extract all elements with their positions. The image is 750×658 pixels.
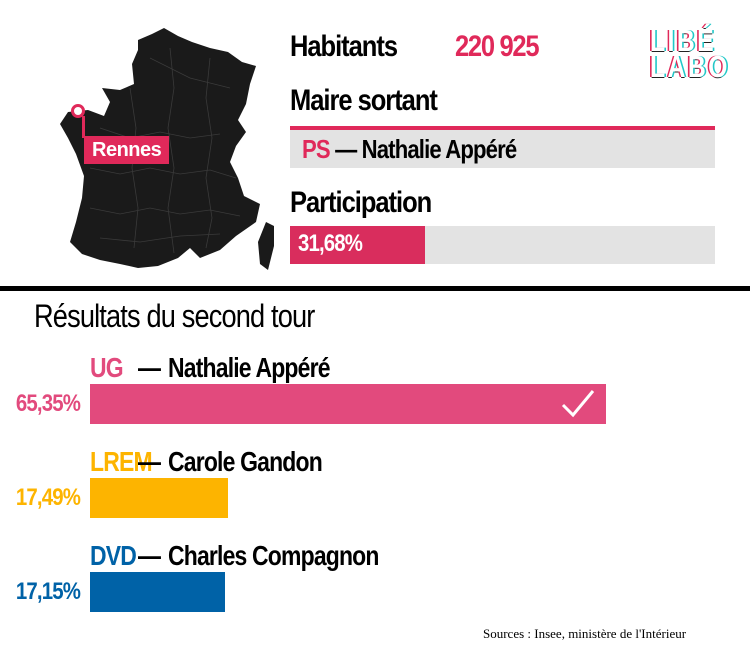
results-title: Résultats du second tour bbox=[34, 298, 315, 334]
corsica bbox=[258, 222, 274, 270]
candidate-dash: — bbox=[138, 352, 161, 383]
candidate-name: Nathalie Appéré bbox=[168, 352, 330, 383]
participation-bar bbox=[290, 226, 425, 264]
maire-label: Maire sortant bbox=[290, 84, 438, 117]
candidate-party: LREM bbox=[90, 446, 153, 477]
department-borders bbox=[89, 47, 241, 254]
candidate-party: UG bbox=[90, 352, 124, 383]
candidate-dash: — bbox=[138, 446, 161, 477]
maire-dash: — bbox=[335, 134, 357, 164]
result-bar bbox=[90, 384, 607, 424]
candidate-dash: — bbox=[138, 540, 161, 571]
maire-line: PS — Nathalie Appéré bbox=[302, 134, 518, 165]
result-value: 17,15% bbox=[15, 578, 81, 605]
candidate-name: Charles Compagnon bbox=[168, 540, 379, 571]
habitants-label: Habitants bbox=[290, 30, 398, 63]
maire-box: PS — Nathalie Appéré bbox=[290, 126, 715, 168]
city-label: Rennes bbox=[84, 136, 170, 164]
result-value: 65,35% bbox=[15, 390, 81, 417]
candidate-name: Carole Gandon bbox=[168, 446, 323, 477]
participation-value: 31,68% bbox=[298, 230, 363, 257]
logo-line-2: LABO bbox=[650, 49, 730, 84]
participation-label: Participation bbox=[290, 186, 432, 219]
city-marker bbox=[71, 104, 85, 118]
winner-check-icon bbox=[562, 390, 595, 418]
result-value: 17,49% bbox=[15, 484, 81, 511]
city-connector bbox=[82, 116, 85, 138]
participation-track: 31,68% bbox=[290, 226, 715, 264]
maire-name: Nathalie Appéré bbox=[361, 134, 518, 164]
maire-party: PS bbox=[302, 134, 331, 164]
candidate-party: DVD bbox=[90, 540, 137, 571]
result-bar bbox=[90, 572, 226, 612]
libe-labo-logo: LIBÉ LABO bbox=[650, 23, 730, 84]
habitants-value: 220 925 bbox=[455, 30, 540, 63]
logo-line-1: LIBÉ bbox=[650, 23, 717, 58]
sources: Sources : Insee, ministère de l'Intérieu… bbox=[483, 626, 687, 641]
result-bar bbox=[90, 478, 229, 518]
section-divider bbox=[0, 286, 750, 291]
